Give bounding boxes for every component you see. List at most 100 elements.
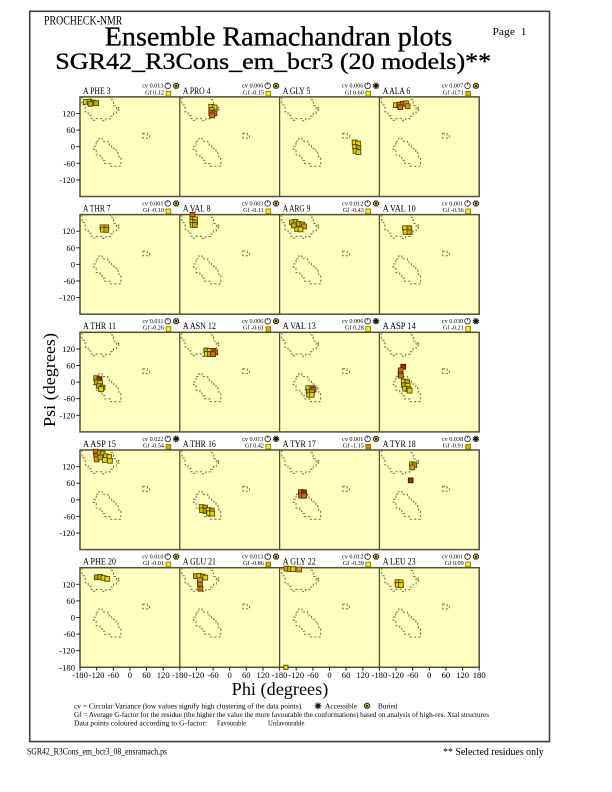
svg-text:cv 0.001: cv 0.001 [442,554,463,561]
svg-text:A PRO 4: A PRO 4 [183,87,211,97]
svg-text:A ASP 14: A ASP 14 [383,322,416,332]
svg-text:A GLY 5: A GLY 5 [283,87,311,97]
svg-text:Buried: Buried [378,702,398,710]
svg-text:cv 0.013: cv 0.013 [142,83,163,90]
svg-text:120: 120 [356,670,369,680]
svg-text:SGR42_R3Cons_em_bcr3 (20 model: SGR42_R3Cons_em_bcr3 (20 models)** [55,49,491,75]
svg-text:60: 60 [66,478,75,488]
svg-text:A PHE 3: A PHE 3 [83,87,111,97]
svg-text:A TYR 18: A TYR 18 [383,440,416,450]
svg-text:-120: -120 [288,670,304,680]
svg-text:cv 0.006: cv 0.006 [242,83,263,90]
svg-text:-60: -60 [64,276,75,286]
svg-text:cv 0.003: cv 0.003 [242,200,263,207]
svg-text:120: 120 [62,462,75,472]
svg-text:cv 0.010: cv 0.010 [142,554,163,561]
svg-text:Gf = Average G-factor for the: Gf = Average G-factor for the residue (t… [74,711,489,719]
svg-text:A PHE 20: A PHE 20 [83,558,116,568]
svg-text:-180: -180 [72,670,88,680]
svg-text:-120: -120 [59,293,75,303]
svg-text:60: 60 [66,361,75,371]
svg-text:0: 0 [128,670,132,680]
svg-text:0: 0 [71,495,75,505]
svg-text:60: 60 [66,596,75,606]
svg-text:Gf 0.09: Gf 0.09 [445,560,464,567]
svg-text:120: 120 [62,579,75,589]
svg-text:Gf 0.12: Gf 0.12 [145,89,164,96]
svg-text:cv 0.007: cv 0.007 [442,83,463,90]
svg-text:A THR 16: A THR 16 [183,440,216,450]
svg-text:-60: -60 [307,670,318,680]
svg-text:Gf -0.01: Gf -0.01 [143,560,164,567]
svg-text:** Selected residues only: ** Selected residues only [443,747,544,758]
svg-text:Gf -0.26: Gf -0.26 [143,325,164,332]
svg-text:-180: -180 [372,670,388,680]
svg-text:180: 180 [473,670,486,680]
svg-text:120: 120 [62,344,75,354]
svg-text:Favourable: Favourable [217,720,246,728]
svg-text:120: 120 [62,226,75,236]
svg-text:120: 120 [456,670,469,680]
svg-text:Data points coloured according: Data points coloured according to G-fact… [74,720,207,728]
svg-text:A GLU 21: A GLU 21 [183,558,216,568]
svg-text:120: 120 [62,109,75,119]
svg-text:-120: -120 [189,670,205,680]
svg-text:60: 60 [142,670,151,680]
svg-text:cv 0.022: cv 0.022 [142,436,163,443]
svg-text:A GLY 22: A GLY 22 [283,558,316,568]
svg-text:A THR 11: A THR 11 [83,322,116,332]
svg-text:-120: -120 [388,670,404,680]
svg-text:-60: -60 [64,629,75,639]
svg-text:A TYR 17: A TYR 17 [283,440,316,450]
svg-text:cv 0.012: cv 0.012 [342,200,363,207]
svg-text:Page 1: Page 1 [493,27,527,38]
svg-text:A VAL 10: A VAL 10 [383,205,416,215]
svg-text:cv 0.001: cv 0.001 [342,436,363,443]
svg-text:60: 60 [342,670,351,680]
svg-text:-180: -180 [272,670,288,680]
svg-text:-120: -120 [89,670,105,680]
svg-text:-120: -120 [59,175,75,185]
svg-text:cv 0.030: cv 0.030 [442,318,463,325]
svg-text:Psi (degrees): Psi (degrees) [40,333,59,427]
svg-text:A ALA 6: A ALA 6 [383,87,411,97]
svg-text:cv 0.006: cv 0.006 [342,83,363,90]
svg-text:cv 0.038: cv 0.038 [442,436,463,443]
svg-text:SGR42_R3Cons_em_bcr3_08_ensram: SGR42_R3Cons_em_bcr3_08_ensramach.ps [27,747,167,758]
svg-text:-60: -60 [407,670,418,680]
svg-text:Gf 0.42: Gf 0.42 [245,442,264,449]
svg-text:0: 0 [71,142,75,152]
svg-text:-60: -60 [207,670,218,680]
svg-text:A ASP 15: A ASP 15 [83,440,116,450]
svg-text:A LEU 23: A LEU 23 [383,558,416,568]
svg-text:Phi (degrees): Phi (degrees) [232,679,329,700]
svg-text:cv 0.013: cv 0.013 [242,436,263,443]
svg-text:-60: -60 [64,394,75,404]
svg-text:A VAL 8: A VAL 8 [183,205,211,215]
svg-text:Gf -0.15: Gf -0.15 [243,89,264,96]
svg-text:60: 60 [242,670,251,680]
svg-text:cv 0.006: cv 0.006 [242,318,263,325]
svg-text:Gf -1.15: Gf -1.15 [343,442,364,449]
svg-text:-120: -120 [59,410,75,420]
svg-text:cv 0.013: cv 0.013 [242,554,263,561]
svg-text:PROCHECK-NMR: PROCHECK-NMR [44,13,123,27]
svg-text:0: 0 [71,259,75,269]
svg-text:Gf -0.86: Gf -0.86 [243,560,264,567]
svg-text:-60: -60 [64,511,75,521]
svg-text:A VAL 13: A VAL 13 [283,322,316,332]
svg-text:cv 0.012: cv 0.012 [342,554,363,561]
svg-text:Gf -0.61: Gf -0.61 [243,325,264,332]
svg-text:Gf -0.54: Gf -0.54 [143,442,164,449]
svg-text:60: 60 [66,243,75,253]
svg-text:Gf -0.43: Gf -0.43 [343,207,364,214]
svg-text:Gf 0.28: Gf 0.28 [345,325,364,332]
svg-text:cv 0.006: cv 0.006 [342,318,363,325]
svg-text:-60: -60 [108,670,119,680]
svg-text:-120: -120 [59,646,75,656]
svg-text:0: 0 [71,377,75,387]
svg-text:cv = Circular Variance (low va: cv = Circular Variance (low values signi… [74,702,303,710]
svg-text:Unfavourable: Unfavourable [268,720,305,728]
svg-text:60: 60 [442,670,451,680]
svg-text:-180: -180 [59,662,75,672]
